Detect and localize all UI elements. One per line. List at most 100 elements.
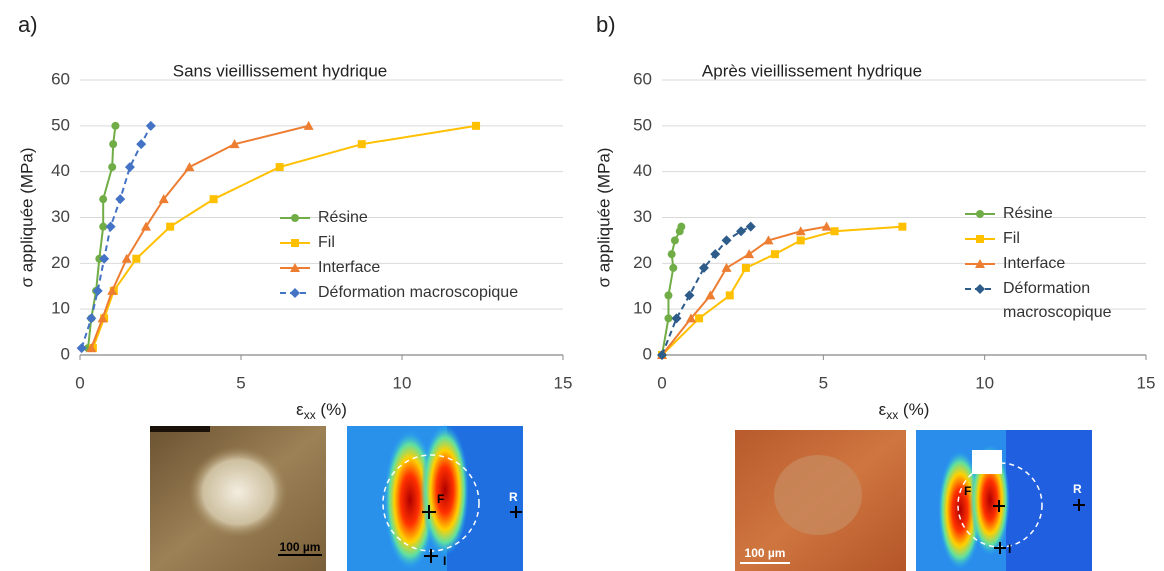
legend-label-line: Déformation [1003, 280, 1090, 297]
data-point [92, 285, 103, 296]
legend-label: Interface [1003, 255, 1065, 272]
y-axis-title: σ appliquée (MPa) [17, 148, 36, 288]
data-point [111, 121, 120, 130]
y-tick-label: 50 [633, 115, 652, 134]
legend-label: Fil [1003, 230, 1020, 247]
data-point [290, 263, 300, 272]
chart-title: Après vieillissement hydrique [702, 61, 922, 80]
x-axis-title-part: (%) [316, 400, 347, 419]
data-point [166, 222, 175, 231]
data-point [86, 313, 97, 324]
y-tick-label: 50 [51, 115, 70, 134]
data-point [209, 195, 218, 204]
micrograph: 100 µm [150, 426, 326, 571]
data-point [109, 140, 118, 149]
marker-label: R [509, 490, 518, 504]
data-point [684, 290, 695, 301]
y-tick-label: 10 [633, 299, 652, 318]
data-point [99, 195, 108, 204]
data-point [290, 288, 300, 298]
data-point [667, 250, 676, 259]
data-point [686, 313, 697, 323]
y-tick-label: 30 [51, 207, 70, 226]
x-axis-title-part: ε [296, 400, 304, 419]
marker-label: I [1008, 542, 1011, 556]
y-tick-label: 20 [51, 253, 70, 272]
series-line [90, 124, 309, 349]
x-axis-title: εxx (%) [879, 400, 930, 422]
x-tick-label: 5 [819, 373, 828, 392]
data-point [132, 254, 141, 263]
data-point [721, 262, 732, 272]
x-tick-label: 0 [75, 373, 84, 392]
data-point [795, 226, 806, 236]
data-point [763, 235, 774, 245]
series-line [661, 225, 752, 356]
marker-label: I [443, 554, 446, 568]
panel-label: b) [596, 12, 616, 37]
panel-label: a) [18, 12, 38, 37]
data-point [830, 227, 839, 236]
data-point [105, 221, 116, 232]
data-point [664, 314, 673, 323]
x-tick-label: 10 [975, 373, 994, 392]
data-point [770, 250, 779, 259]
data-point [121, 253, 132, 263]
strain-map: F I R [347, 424, 523, 571]
data-point [721, 235, 732, 246]
legend-label: Résine [318, 209, 368, 226]
data-point [86, 343, 97, 353]
data-point [796, 236, 805, 245]
series-line [661, 225, 827, 356]
data-point [115, 194, 126, 205]
scale-bar: 100 µm [745, 546, 786, 560]
data-point [99, 253, 110, 264]
micrograph: 100 µm [735, 430, 906, 571]
data-point [141, 221, 152, 231]
data-point [744, 249, 755, 259]
data-point [124, 162, 135, 173]
y-tick-label: 40 [51, 161, 70, 180]
data-point [670, 236, 679, 245]
chart-title: Sans vieillissement hydrique [173, 61, 388, 80]
legend-label: Déformation macroscopique [318, 284, 518, 301]
data-point [669, 263, 678, 272]
data-point [108, 163, 117, 172]
y-axis-title: σ appliquée (MPa) [594, 148, 613, 288]
data-point [741, 263, 750, 272]
marker-label: F [437, 492, 444, 506]
data-point [303, 120, 314, 130]
data-point [275, 163, 284, 172]
data-point [898, 222, 907, 231]
data-point [698, 262, 709, 273]
data-point [725, 291, 734, 300]
x-tick-label: 15 [1137, 373, 1156, 392]
series-line [661, 225, 903, 356]
data-point [136, 139, 147, 150]
data-point [705, 290, 716, 300]
data-point [976, 210, 984, 218]
data-point [677, 222, 686, 231]
data-point [357, 140, 366, 149]
data-point [107, 285, 118, 295]
y-tick-label: 0 [61, 344, 70, 363]
series-line [91, 124, 477, 349]
y-tick-label: 20 [633, 253, 652, 272]
data-point [97, 313, 108, 323]
data-point [975, 284, 985, 294]
legend-label-line: macroscopique [1003, 304, 1112, 321]
strain-map: F I R [916, 430, 1092, 571]
y-tick-label: 60 [51, 69, 70, 88]
data-point [76, 343, 87, 354]
data-point [664, 291, 673, 300]
data-point [745, 221, 756, 232]
data-point [472, 121, 481, 130]
y-tick-label: 40 [633, 161, 652, 180]
marker-label: R [1073, 482, 1082, 496]
data-point [145, 120, 156, 131]
x-tick-label: 0 [657, 373, 666, 392]
data-point [291, 239, 299, 247]
y-tick-label: 60 [633, 69, 652, 88]
x-axis-title-part: xx [886, 408, 898, 422]
